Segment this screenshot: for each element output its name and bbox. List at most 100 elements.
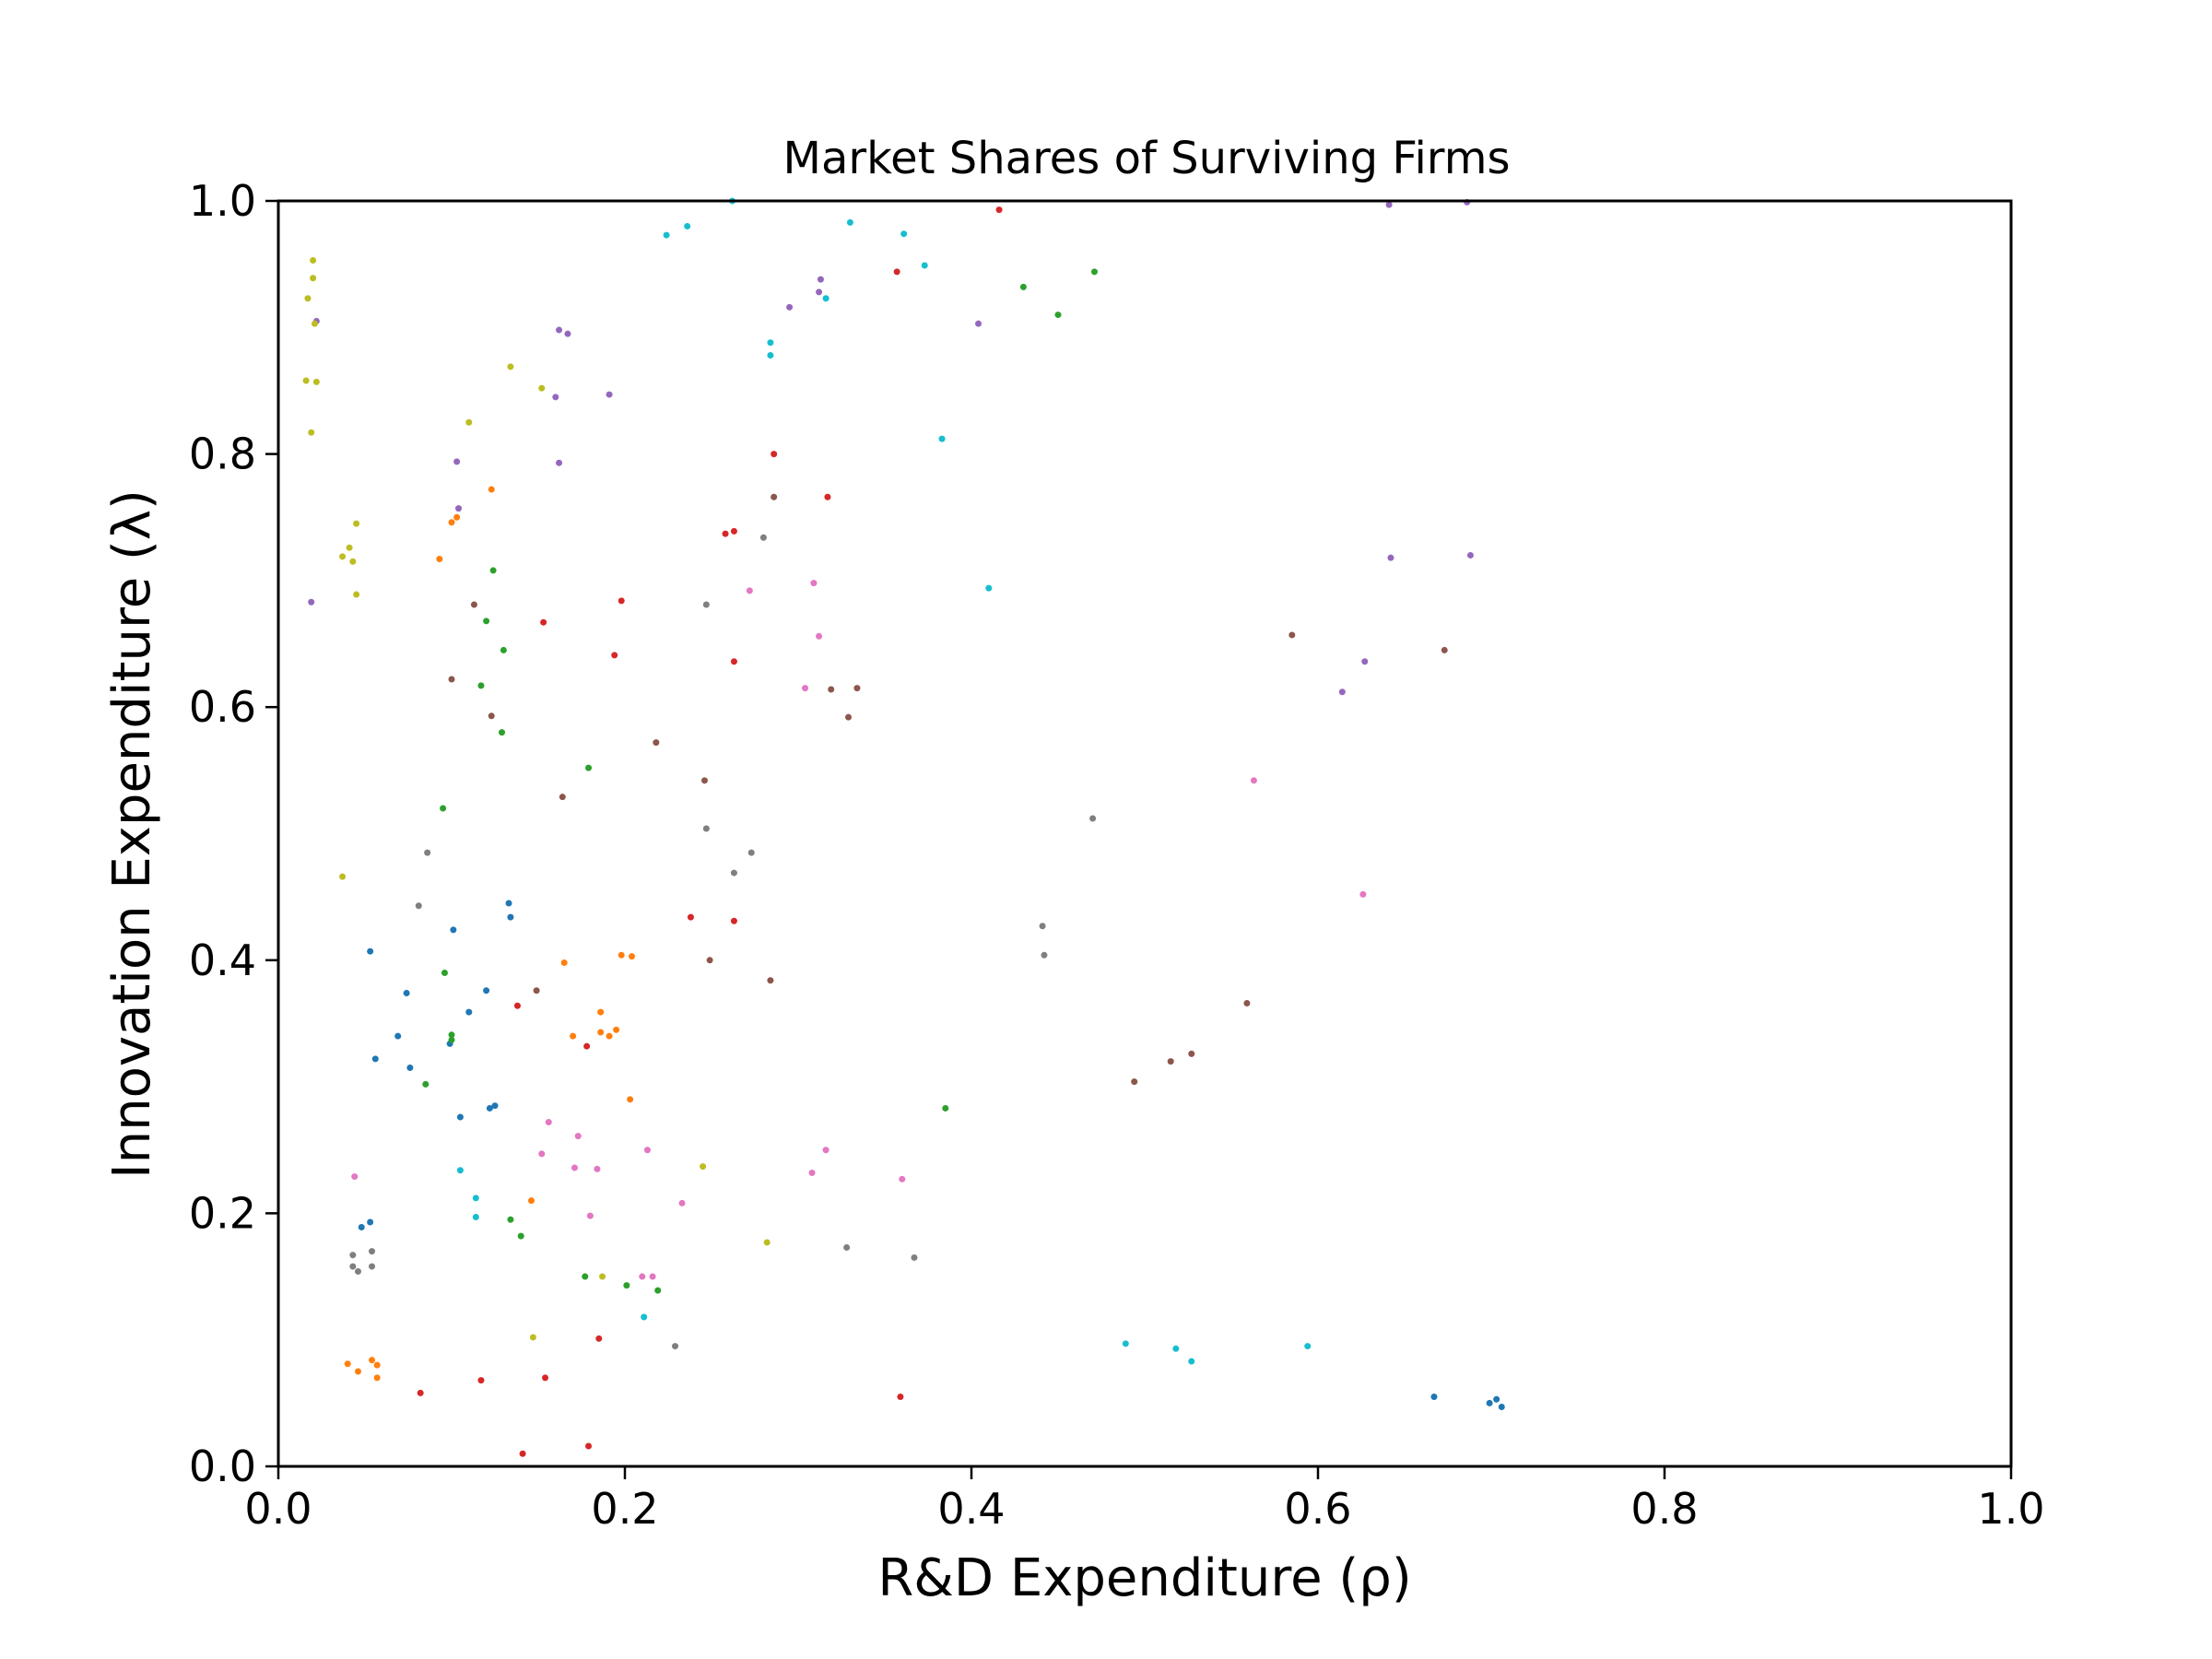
data-point-s4-2 [453,458,461,465]
data-point-s3-1 [618,597,625,605]
data-point-s6-16 [822,1147,830,1154]
data-point-s1-9 [618,951,625,959]
data-point-s2-5 [440,805,447,812]
data-point-s3-13 [417,1389,424,1396]
data-point-s2-6 [585,764,593,771]
data-point-s7-7 [702,601,710,608]
data-point-s3-2 [611,652,618,659]
data-point-s0-19 [1498,1403,1505,1410]
data-point-s1-14 [344,1360,351,1368]
data-point-s1-6 [597,1029,605,1036]
data-point-s9-3 [846,218,853,226]
data-point-s5-8 [853,685,861,692]
data-point-s2-2 [500,646,507,653]
data-point-s8-16 [700,1163,707,1171]
data-point-s8-17 [599,1273,606,1280]
data-point-s9-8 [767,352,774,359]
data-point-s4-1 [308,598,315,606]
data-point-s3-3 [722,530,729,537]
data-point-s7-5 [369,1248,376,1255]
data-point-s6-15 [808,1169,816,1176]
plot-frame [276,199,2013,1468]
data-point-s4-6 [556,326,563,334]
data-point-s5-5 [700,777,708,784]
data-point-s5-12 [533,987,540,994]
data-point-s1-16 [369,1357,376,1364]
data-point-s5-0 [470,601,477,608]
data-point-s9-16 [1172,1345,1180,1352]
data-point-s7-4 [354,1268,361,1276]
data-point-s5-14 [1167,1058,1174,1065]
data-point-s2-10 [422,1080,429,1088]
data-point-s2-12 [517,1232,524,1240]
data-point-s6-5 [594,1165,601,1172]
data-point-s7-0 [424,849,431,856]
data-point-s0-13 [483,987,490,994]
data-point-s5-16 [1243,999,1251,1006]
data-point-s6-10 [649,1273,656,1280]
x-tick-label-3: 0.6 [1284,1484,1351,1534]
data-point-s3-18 [897,1393,904,1400]
data-point-s5-1 [448,676,455,683]
data-point-s2-11 [507,1216,514,1223]
data-point-s2-7 [441,970,448,977]
data-point-s5-6 [771,493,778,500]
data-point-s3-4 [730,527,737,535]
data-point-s8-9 [346,544,353,551]
data-point-s3-15 [542,1374,549,1382]
data-point-s6-11 [746,587,753,594]
data-point-s8-12 [339,873,347,880]
data-point-s0-1 [403,989,410,996]
data-point-s9-17 [1188,1358,1195,1365]
data-point-s4-15 [1387,554,1394,561]
data-point-s0-14 [358,1224,365,1231]
data-point-s6-17 [899,1175,906,1182]
data-point-s9-11 [456,1167,464,1174]
data-point-s0-2 [394,1032,402,1040]
data-point-s9-9 [938,435,946,442]
data-point-s9-13 [472,1214,479,1221]
data-point-s4-8 [606,391,613,398]
data-point-s7-15 [1039,923,1046,930]
data-point-s3-5 [771,451,778,458]
data-point-s6-9 [639,1273,646,1280]
data-point-s9-7 [767,339,774,347]
y-axis-label: Innovation Expenditure (λ) [102,489,162,1179]
data-point-s8-13 [507,363,514,371]
data-point-s3-16 [519,1450,526,1457]
data-point-s8-19 [763,1239,771,1246]
data-point-s7-6 [369,1263,376,1270]
data-point-s7-14 [911,1253,918,1261]
data-point-s8-14 [538,384,546,392]
data-point-s9-10 [985,584,993,592]
data-point-s4-4 [556,459,563,466]
data-point-s4-3 [455,505,463,512]
data-point-s1-18 [373,1374,381,1382]
data-point-s8-3 [311,320,318,327]
data-point-s0-3 [406,1065,414,1072]
data-point-s3-8 [687,913,694,921]
data-point-s1-17 [373,1361,381,1369]
data-point-s4-16 [1466,551,1474,559]
data-point-s8-18 [529,1334,536,1341]
data-point-s9-15 [1122,1340,1129,1347]
data-point-s7-8 [702,825,710,832]
data-point-s1-0 [448,519,455,526]
data-point-s6-1 [538,1150,546,1158]
data-point-s3-7 [730,658,737,665]
data-point-s2-3 [477,682,485,689]
data-point-s7-16 [1041,951,1048,959]
data-point-s5-9 [845,713,853,721]
data-point-s0-5 [450,926,457,934]
data-point-s8-1 [310,275,317,282]
data-point-s8-0 [310,257,317,265]
data-point-s9-1 [684,222,691,229]
chart-title: Market Shares of Surviving Firms [783,133,1511,184]
x-axis-label: R&D Expenditure (ρ) [877,1548,1411,1608]
data-point-s5-18 [1441,646,1448,653]
data-point-s2-9 [448,1036,455,1043]
data-point-s0-18 [1493,1395,1500,1403]
x-tick-label-4: 0.8 [1630,1484,1698,1534]
y-tick-label-4: 0.8 [189,429,256,479]
data-point-s3-10 [513,1002,521,1009]
